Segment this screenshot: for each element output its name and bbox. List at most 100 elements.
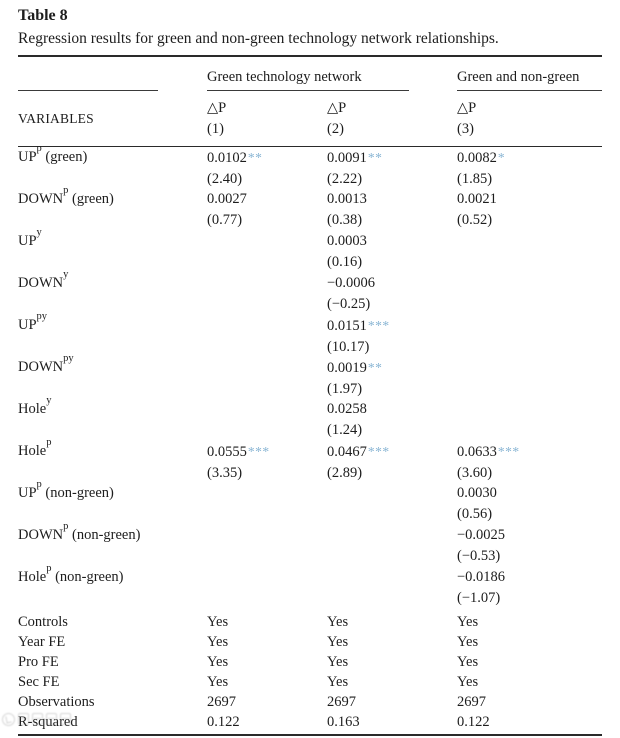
summary-row: Year FE Yes Yes Yes [18, 632, 602, 652]
summary-row: R-squared 0.122 0.163 0.122 [18, 712, 602, 732]
table-container: Table 8 Regression results for green and… [18, 0, 602, 736]
coefficient-value: 0.0082* [457, 150, 506, 166]
stub-group-underline [18, 86, 158, 91]
coefficient-cell: 0.0013 (0.38) [327, 189, 457, 231]
coefficient-cell [207, 315, 327, 357]
significance-stars: ** [367, 360, 383, 375]
column-group-header-row: Green technology network Green and non-g… [18, 57, 602, 91]
coefficient-cell [207, 483, 327, 525]
summary-value: 2697 [207, 694, 236, 710]
coefficient-cell: 0.0555*** (3.35) [207, 441, 327, 483]
group-green-nongreen-label: Green and non-green [457, 69, 580, 85]
coefficient-cell [327, 483, 457, 525]
table-row: UPp (non-green) 0.0030 (0.56) [18, 479, 602, 525]
significance-stars: ** [247, 150, 263, 165]
summary-value: 0.122 [207, 714, 240, 730]
coefficient-cell [457, 315, 602, 357]
coefficient-cell: 0.0633*** (3.60) [457, 441, 602, 483]
coefficient-value: 0.0013 [327, 191, 367, 207]
group-green-network-label: Green technology network [207, 69, 362, 85]
summary-value: 0.163 [327, 714, 360, 730]
variable-label: UPp (green) [18, 143, 88, 165]
table-row: UPpy 0.0151*** (10.17) [18, 311, 602, 357]
t-statistic: (0.16) [327, 254, 363, 270]
stub-group-cell [18, 86, 207, 91]
variable-label: UPy [18, 227, 42, 249]
coefficient-cell [207, 567, 327, 609]
t-statistic: (−1.07) [457, 590, 501, 606]
significance-stars: *** [247, 444, 270, 459]
watermark-stamp-icon [2, 712, 15, 726]
coefficient-cell [457, 399, 602, 441]
coefficient-value: 0.0633*** [457, 444, 520, 460]
t-statistic: (10.17) [327, 339, 370, 355]
bottom-rule [18, 734, 602, 736]
table-row: DOWNp (green) 0.0027 (0.77) 0.0013 (0.38) 0.0… [18, 185, 602, 231]
coefficient-value: −0.0006 [327, 275, 376, 291]
variable-label: Holep (non-green) [18, 563, 124, 585]
significance-stars: ** [367, 150, 383, 165]
table-row: Holep 0.0555*** (3.35) 0.0467*** (2.89) 0.063… [18, 437, 602, 483]
summary-label: Pro FE [18, 654, 59, 670]
t-statistic: (0.77) [207, 212, 243, 228]
coefficient-rows: UPp (green) 0.0102** (2.40) 0.0091** (2.22) 0… [18, 143, 602, 609]
summary-value: Yes [457, 674, 479, 690]
summary-row: Observations 2697 2697 2697 [18, 692, 602, 712]
summary-value: Yes [207, 614, 229, 630]
table-row: DOWNy −0.0006 (−0.25) [18, 269, 602, 315]
variable-label: UPpy [18, 311, 48, 333]
coefficient-cell: 0.0003 (0.16) [327, 231, 457, 273]
summary-value: Yes [327, 614, 349, 630]
coefficient-value: 0.0102** [207, 150, 263, 166]
summary-value: Yes [457, 654, 479, 670]
column-header-1: △P (1) [207, 98, 327, 140]
summary-value: Yes [207, 654, 229, 670]
coefficient-value: 0.0555*** [207, 444, 270, 460]
coefficient-cell: 0.0091** (2.22) [327, 147, 457, 189]
summary-value: 0.122 [457, 714, 490, 730]
significance-stars: *** [367, 318, 390, 333]
table-number: Table 8 [18, 7, 68, 24]
column-header-3: △P (3) [457, 98, 602, 140]
summary-label: Sec FE [18, 674, 60, 690]
coefficient-value: 0.0151*** [327, 318, 390, 334]
column-2-symbol: △P [327, 100, 347, 116]
coefficient-cell: −0.0186 (−1.07) [457, 567, 602, 609]
coefficient-value: 0.0091** [327, 150, 383, 166]
coefficient-cell [207, 231, 327, 273]
significance-stars: *** [497, 444, 520, 459]
summary-value: Yes [327, 674, 349, 690]
variable-label: UPp (non-green) [18, 479, 114, 501]
coefficient-cell [207, 357, 327, 399]
summary-rows: Controls Yes Yes Yes Year FE Yes Yes Yes Pro FE Y… [18, 609, 602, 734]
column-header-row: VARIABLES △P (1) △P (2) △P (3) [18, 91, 602, 146]
table-row: DOWNpy 0.0019** (1.97) [18, 353, 602, 399]
coefficient-value: 0.0003 [327, 233, 367, 249]
summary-row: Pro FE Yes Yes Yes [18, 652, 602, 672]
summary-value: 2697 [327, 694, 356, 710]
caption-rule [18, 55, 602, 57]
summary-value: Yes [207, 674, 229, 690]
column-1-symbol: △P [207, 100, 227, 116]
coefficient-cell: −0.0025 (−0.53) [457, 525, 602, 567]
table-title: Regression results for green and non-gre… [18, 30, 499, 47]
coefficient-cell: 0.0027 (0.77) [207, 189, 327, 231]
column-header-2: △P (2) [327, 98, 457, 140]
coefficient-cell [207, 525, 327, 567]
summary-label: R-squared [18, 714, 78, 730]
coefficient-cell: 0.0151*** (10.17) [327, 315, 457, 357]
t-statistic: (−0.25) [327, 296, 371, 312]
summary-label: Controls [18, 614, 68, 630]
variable-label: DOWNpy [18, 353, 74, 375]
table-row: UPy 0.0003 (0.16) [18, 227, 602, 273]
coefficient-cell: 0.0258 (1.24) [327, 399, 457, 441]
coefficient-cell [207, 399, 327, 441]
variables-header: VARIABLES [18, 111, 94, 126]
t-statistic: (3.60) [457, 465, 493, 481]
coefficient-value: 0.0258 [327, 401, 367, 417]
t-statistic: (2.89) [327, 465, 363, 481]
summary-row: Sec FE Yes Yes Yes [18, 672, 602, 692]
group-green-nongreen: Green and non-green [457, 69, 602, 91]
coefficient-value: 0.0027 [207, 191, 247, 207]
column-1-number: (1) [207, 121, 224, 137]
